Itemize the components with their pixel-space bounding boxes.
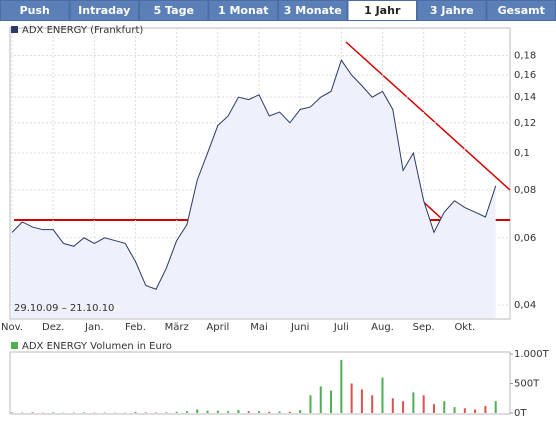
volume-bar — [196, 409, 198, 413]
x-tick-label: Jan. — [84, 322, 104, 333]
annotation: 29.10.09 – 21.10.10 — [14, 303, 114, 314]
volume-panel — [10, 352, 510, 414]
volume-bar — [176, 412, 178, 413]
x-tick-label: Juni — [290, 322, 309, 333]
tab-label: 3 Jahre — [430, 4, 474, 17]
y-tick-label: 500T — [514, 379, 540, 390]
volume-bar — [11, 412, 13, 413]
volume-bar — [268, 412, 270, 413]
volume-bar — [320, 386, 322, 413]
volume-bar — [258, 411, 260, 413]
volume-bar — [484, 406, 486, 413]
tab-label: Intraday — [78, 4, 130, 17]
volume-bar — [433, 404, 435, 413]
volume-bar — [474, 409, 476, 413]
tab-label: Push — [20, 4, 50, 17]
x-tick-label: Nov. — [1, 322, 23, 333]
volume-bar — [371, 395, 373, 413]
x-tick-label: Mai — [250, 322, 268, 333]
x-tick-label: März — [165, 322, 189, 333]
legend-label: ADX ENERGY (Frankfurt) — [22, 25, 143, 36]
volume-bar — [412, 392, 414, 413]
tab-label: 3 Monate — [284, 4, 342, 17]
volume-bar — [330, 391, 332, 413]
volume-bar — [237, 410, 239, 413]
volume-bar — [382, 378, 384, 413]
volume-bar — [217, 411, 219, 413]
y-tick-label: 0,14 — [514, 92, 536, 103]
legend-label: ADX ENERGY Volumen in Euro — [22, 341, 172, 352]
y-tick-label: 0,1 — [514, 148, 530, 159]
x-tick-label: Aug. — [371, 322, 394, 333]
x-tick-label: Juli — [333, 322, 349, 333]
volume-bar — [145, 412, 147, 413]
volume-bar — [495, 401, 497, 413]
volume-bar — [454, 407, 456, 413]
x-tick-label: Feb. — [125, 322, 146, 333]
volume-bar — [299, 410, 301, 413]
volume-bar — [207, 411, 209, 413]
volume-bar — [135, 412, 137, 413]
tab-label: 5 Tage — [154, 4, 194, 17]
y-tick-label: 0,06 — [514, 233, 536, 244]
volume-bar — [248, 411, 250, 413]
legend-swatch — [11, 26, 18, 33]
volume-bar — [279, 412, 281, 413]
y-tick-label: 0,04 — [514, 300, 536, 311]
x-tick-label: April — [206, 322, 229, 333]
volume-bar — [227, 411, 229, 413]
y-tick-label: 0T — [514, 408, 527, 419]
volume-bar — [32, 412, 34, 413]
x-tick-label: Sep. — [413, 322, 435, 333]
volume-bar — [392, 398, 394, 413]
tab-label: Gesamt — [498, 4, 545, 17]
tab-label: 1 Monat — [218, 4, 269, 17]
y-tick-label: 0,12 — [514, 118, 536, 129]
volume-bar — [351, 384, 353, 414]
tab-label: 1 Jahr — [364, 4, 401, 17]
volume-bar — [423, 395, 425, 413]
legend-swatch — [11, 342, 18, 349]
volume-bar — [309, 395, 311, 413]
y-tick-label: 0,16 — [514, 70, 536, 81]
volume-bar — [402, 401, 404, 413]
x-tick-label: Dez. — [42, 322, 64, 333]
x-tick-label: Okt. — [454, 322, 475, 333]
volume-bar — [464, 408, 466, 413]
volume-bar — [340, 360, 342, 413]
volume-bar — [83, 412, 85, 413]
y-tick-label: 0,18 — [514, 50, 536, 61]
volume-bar — [52, 412, 54, 413]
volume-bar — [443, 401, 445, 413]
y-tick-label: 0,08 — [514, 185, 536, 196]
volume-bar — [186, 411, 188, 413]
volume-bar — [361, 389, 363, 413]
y-tick-label: 1.000T — [514, 349, 550, 360]
volume-bar — [289, 412, 291, 413]
volume-bar — [165, 412, 167, 413]
